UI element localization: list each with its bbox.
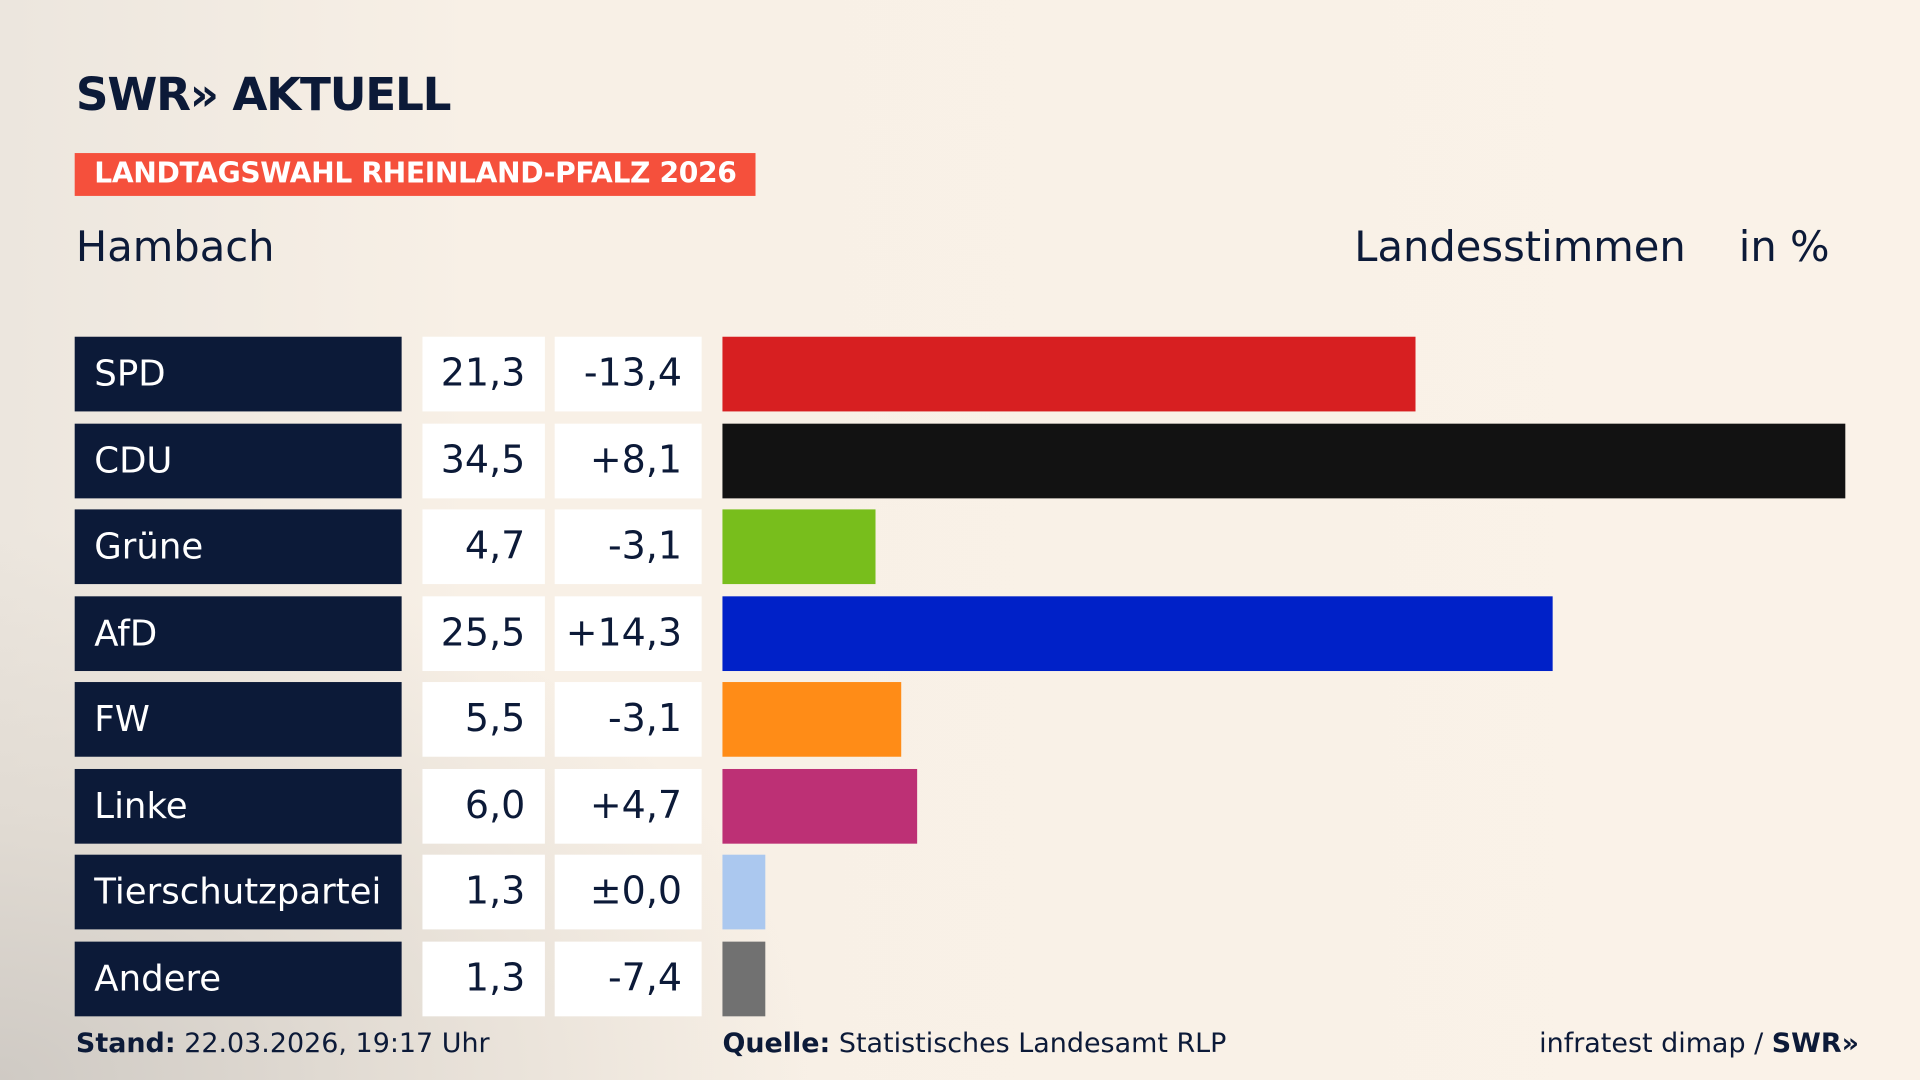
election-banner: LANDTAGSWAHL RHEINLAND-PFALZ 2026 xyxy=(74,153,757,196)
bar-grüne xyxy=(722,509,876,585)
vote-share: 1,3 xyxy=(422,941,545,1016)
vote-change: ±0,0 xyxy=(554,854,702,930)
vote-change: +14,3 xyxy=(554,595,702,671)
unit-label: in % xyxy=(1738,222,1830,272)
source-value: Statistisches Landesamt RLP xyxy=(838,1028,1227,1060)
swr-aktuell-logo: SWR» AKTUELL xyxy=(75,68,452,122)
bar-spd xyxy=(722,336,1416,412)
stand-value: 22.03.2026, 19:17 Uhr xyxy=(184,1028,490,1060)
vote-change: -3,1 xyxy=(554,682,702,757)
stand-label: Stand: xyxy=(75,1028,176,1060)
party-name: Grüne xyxy=(74,509,402,585)
party-name: Linke xyxy=(74,768,402,844)
swr-logo: SWR» xyxy=(1771,1028,1860,1060)
place-title: Hambach xyxy=(75,222,275,272)
vote-share: 21,3 xyxy=(422,336,545,412)
vote-change: -3,1 xyxy=(554,509,702,585)
bar-fw xyxy=(722,682,902,757)
vote-share: 25,5 xyxy=(422,595,545,671)
vote-change: -7,4 xyxy=(554,941,702,1016)
bar-afd xyxy=(722,595,1553,671)
bar-linke xyxy=(722,768,918,844)
vote-share: 6,0 xyxy=(422,768,545,844)
bar-cdu xyxy=(722,423,1846,498)
vote-change: +8,1 xyxy=(554,423,702,498)
vote-share: 4,7 xyxy=(422,509,545,585)
vote-change: -13,4 xyxy=(554,336,702,412)
bar-andere xyxy=(722,941,765,1016)
bar-tierschutzpartei xyxy=(722,854,765,930)
party-name: FW xyxy=(74,682,402,757)
source-label: Quelle: xyxy=(722,1028,831,1060)
vote-share: 1,3 xyxy=(422,854,545,930)
party-name: Andere xyxy=(74,941,402,1016)
source: Quelle: Statistisches Landesamt RLP xyxy=(722,1029,1226,1060)
party-name: SPD xyxy=(74,336,402,412)
credit: infratest dimap / SWR» xyxy=(1539,1029,1859,1060)
timestamp: Stand: 22.03.2026, 19:17 Uhr xyxy=(76,1029,490,1060)
party-name: CDU xyxy=(74,423,402,498)
party-name: AfD xyxy=(74,595,402,671)
vote-share: 5,5 xyxy=(422,682,545,757)
vote-type-label: Landesstimmen xyxy=(1354,222,1686,272)
party-name: Tierschutzpartei xyxy=(74,854,402,930)
vote-change: +4,7 xyxy=(554,768,702,844)
credit-text: infratest dimap / xyxy=(1539,1028,1764,1060)
vote-share: 34,5 xyxy=(422,423,545,498)
